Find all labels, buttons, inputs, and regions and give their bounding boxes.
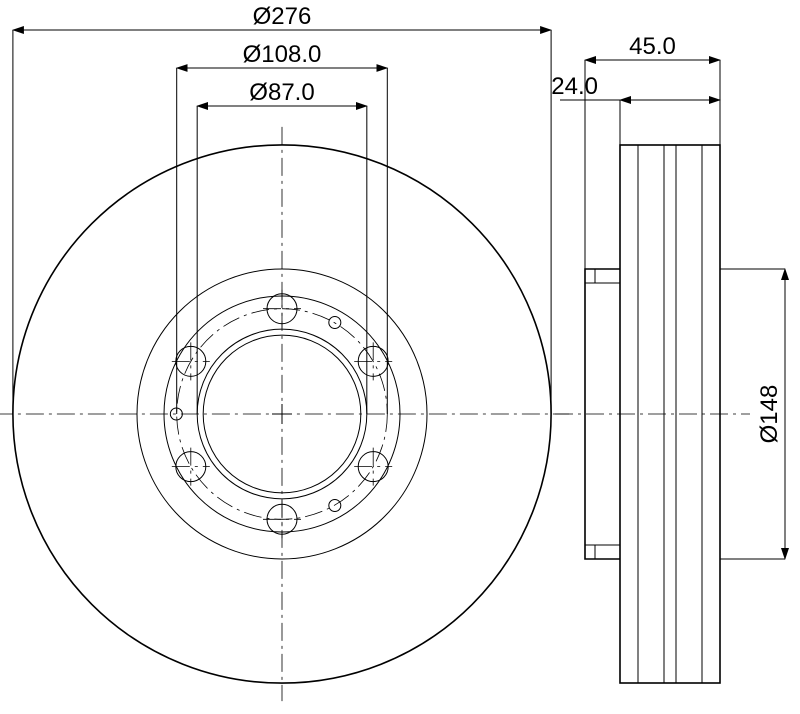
front-view — [0, 127, 569, 701]
dimensions: Ø276 Ø108.0 Ø87.0 45.0 24.0 Ø148 — [13, 3, 785, 559]
dim-d87-label: Ø87.0 — [249, 79, 314, 106]
side-view — [555, 145, 750, 683]
dim-148-label: Ø148 — [756, 385, 783, 444]
dim-24-label: 24.0 — [551, 73, 598, 100]
dim-d276-label: Ø276 — [253, 3, 312, 30]
technical-drawing: Ø276 Ø108.0 Ø87.0 45.0 24.0 Ø148 — [0, 0, 800, 714]
dim-d108-label: Ø108.0 — [243, 41, 322, 68]
dim-45-label: 45.0 — [629, 33, 676, 60]
